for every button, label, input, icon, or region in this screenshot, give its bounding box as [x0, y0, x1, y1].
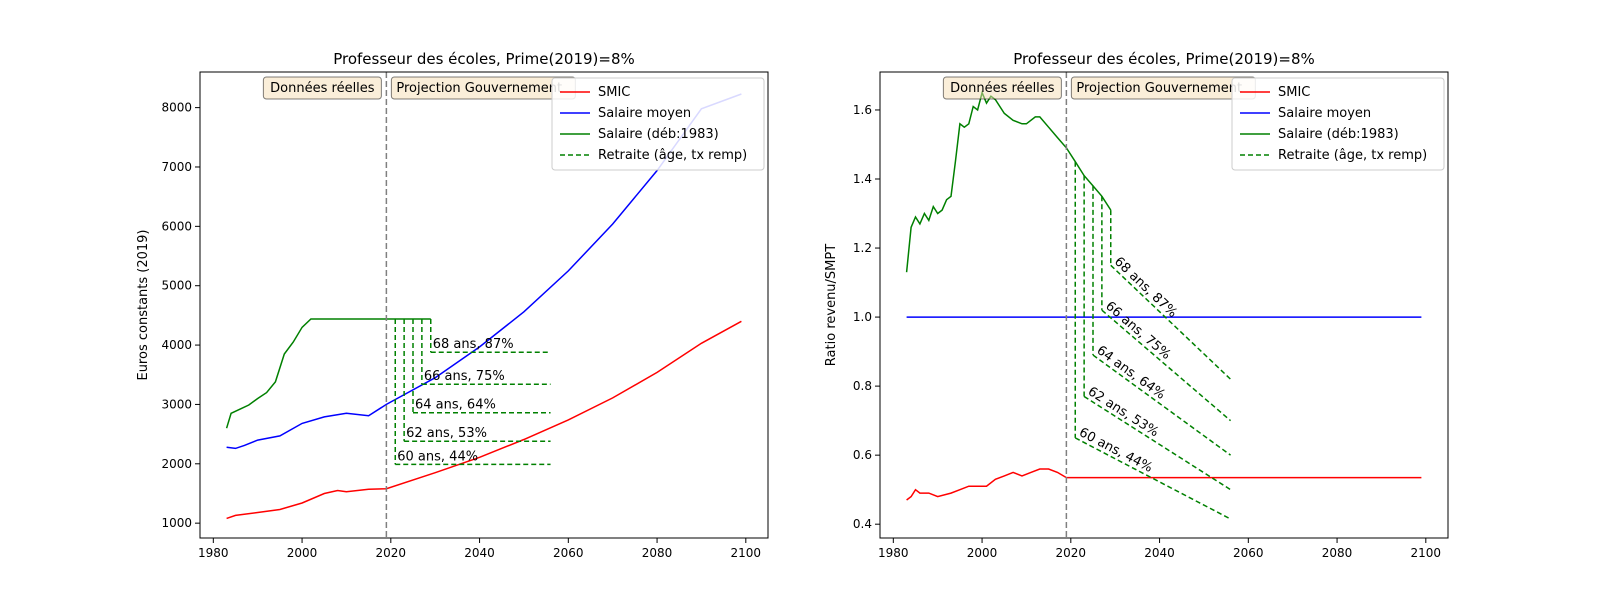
right-x-tick-label: 2020: [1056, 546, 1087, 560]
left-y-tick-label: 6000: [161, 219, 192, 233]
left-region-label-real: Données réelles: [270, 81, 375, 96]
left-y-tick-label: 3000: [161, 397, 192, 411]
left-annotations: 60 ans, 44% 62 ans, 53% 64 ans, 64% 66 ans,…: [262, 72, 576, 538]
right-chart: Professeur des écoles, Prime(2019)=8% Ra…: [824, 50, 1449, 560]
left-chart: Professeur des écoles, Prime(2019)=8% Eu…: [136, 50, 769, 560]
right-y-tick-label: 0.8: [853, 379, 872, 393]
right-region-box-real: [942, 76, 1062, 100]
left-region-box-real: [262, 76, 382, 100]
right-chart-title: Professeur des écoles, Prime(2019)=8%: [1013, 50, 1315, 68]
left-x-tick-label: 2020: [376, 546, 407, 560]
right-series-line-0: [906, 468, 1422, 501]
left-y-tick-label: 2000: [161, 457, 192, 471]
left-chart-title: Professeur des écoles, Prime(2019)=8%: [333, 50, 635, 68]
left-x-tick-label: 2040: [464, 546, 495, 560]
left-retirement-label-0: 60 ans, 44%: [397, 449, 478, 464]
left-region-label-projection: Projection Gouvernement: [396, 81, 562, 96]
left-y-tick-label: 5000: [161, 279, 192, 293]
left-retirement-label-2: 64 ans, 64%: [415, 398, 496, 413]
right-retirement-line-2: [1092, 354, 1232, 456]
left-y-tick-label: 7000: [161, 160, 192, 174]
right-retirement-line-1: [1083, 395, 1231, 491]
right-y-tick-label: 1.6: [853, 103, 872, 117]
left-x-tick-label: 2100: [731, 546, 762, 560]
left-legend-label-2: Salaire (déb:1983): [598, 127, 719, 142]
left-x-tick-label: 2080: [642, 546, 673, 560]
right-legend-box: [1231, 77, 1445, 171]
left-plot-marks: [225, 93, 742, 520]
right-retirement-line-4: [1110, 264, 1232, 380]
left-y-tick-label: 1000: [161, 516, 192, 530]
left-legend-box: [551, 77, 765, 171]
left-legend-label-3: Retraite (âge, tx remp): [598, 148, 747, 163]
right-x-tick-label: 2100: [1411, 546, 1442, 560]
left-series-line-2: [225, 318, 431, 429]
right-y-tick-label: 0.6: [853, 448, 872, 462]
right-region-label-real: Données réelles: [950, 81, 1055, 96]
right-axis-ticks: 1980 2000 2020 2040 2060 2080 2100 0.4 0.6 0.8 1.0…: [853, 103, 1441, 560]
left-y-axis-label: Euros constants (2019): [136, 229, 151, 380]
left-series-line-1: [226, 93, 742, 450]
left-series-line-0: [226, 320, 742, 520]
right-retirement-line-3: [1101, 309, 1232, 422]
right-legend-label-3: Retraite (âge, tx remp): [1278, 148, 1427, 163]
right-x-tick-label: 2060: [1233, 546, 1264, 560]
right-region-label-projection: Projection Gouvernement: [1076, 81, 1242, 96]
right-x-tick-label: 2080: [1322, 546, 1353, 560]
left-retirement-label-3: 66 ans, 75%: [424, 369, 505, 384]
right-retirement-line-0: [1074, 437, 1231, 520]
right-y-tick-label: 1.4: [853, 172, 872, 186]
right-y-tick-label: 1.0: [853, 310, 872, 324]
left-x-tick-label: 2060: [553, 546, 584, 560]
right-x-tick-label: 2040: [1144, 546, 1175, 560]
right-legend-label-2: Salaire (déb:1983): [1278, 127, 1399, 142]
left-x-tick-label: 1980: [198, 546, 229, 560]
left-y-tick-label: 4000: [161, 338, 192, 352]
right-y-tick-label: 1.2: [853, 241, 872, 255]
right-x-tick-label: 1980: [878, 546, 909, 560]
left-legend-label-0: SMIC: [598, 85, 630, 100]
left-y-tick-label: 8000: [161, 101, 192, 115]
right-legend-label-0: SMIC: [1278, 85, 1310, 100]
left-retirement-label-4: 68 ans, 87%: [433, 337, 514, 352]
left-legend: SMIC Salaire moyen Salaire (déb:1983) Retra…: [551, 77, 765, 171]
right-y-axis-label: Ratio revenu/SMPT: [824, 244, 839, 366]
right-legend-label-1: Salaire moyen: [1278, 106, 1371, 121]
right-axes-frame: [879, 71, 1449, 539]
left-retirement-label-1: 62 ans, 53%: [406, 426, 487, 441]
left-x-tick-label: 2000: [287, 546, 318, 560]
left-axes-frame: [199, 71, 769, 539]
left-legend-label-1: Salaire moyen: [598, 106, 691, 121]
right-legend: SMIC Salaire moyen Salaire (déb:1983) Retra…: [1231, 77, 1445, 171]
right-y-tick-label: 0.4: [853, 517, 872, 531]
left-axis-ticks: 1980 2000 2020 2040 2060 2080 2100 1000 2000 3000…: [161, 101, 761, 560]
right-x-tick-label: 2000: [967, 546, 998, 560]
